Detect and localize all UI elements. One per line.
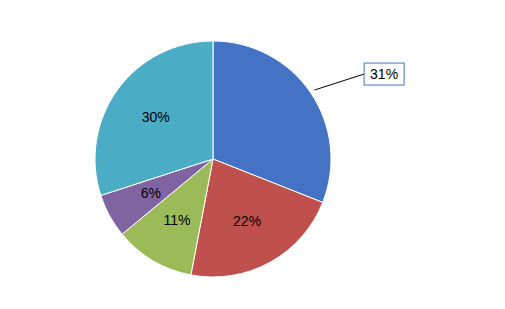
svg-text:11%: 11% [163, 212, 190, 228]
svg-text:6%: 6% [141, 185, 161, 201]
svg-text:31%: 31% [370, 66, 398, 82]
svg-text:22%: 22% [233, 213, 261, 229]
svg-text:30%: 30% [142, 109, 170, 125]
